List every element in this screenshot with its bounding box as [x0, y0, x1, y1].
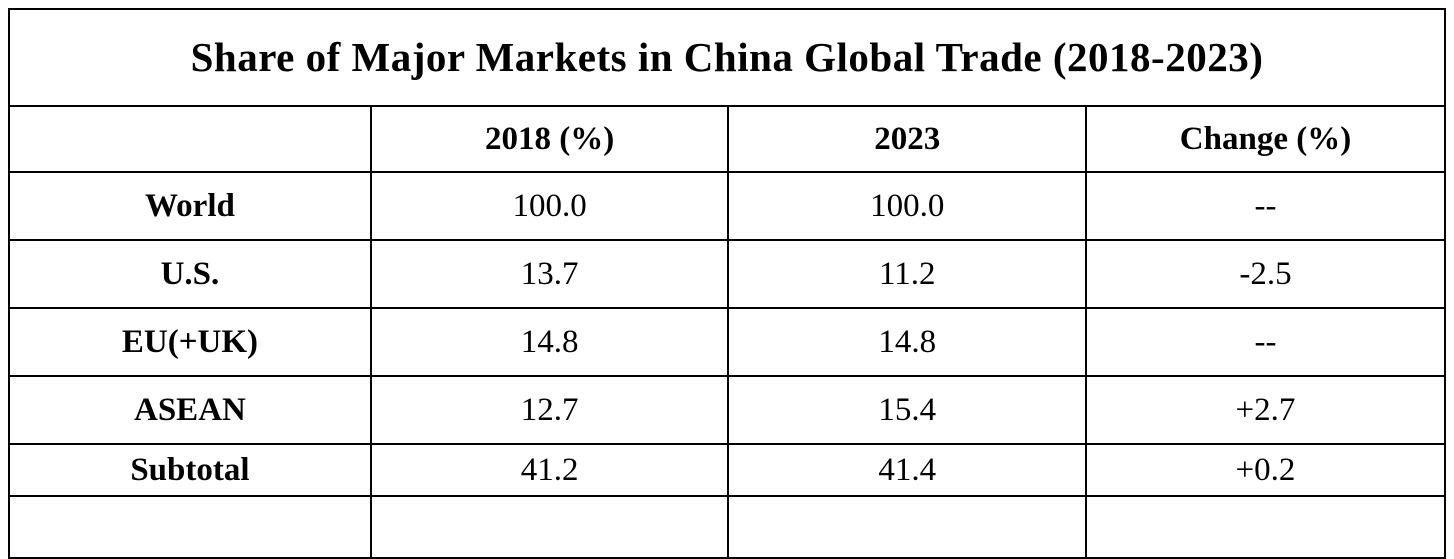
value-cell: -- — [1084, 307, 1447, 377]
header-cell-change: Change (%) — [1084, 105, 1447, 173]
value-cell: 11.2 — [727, 239, 1087, 309]
header-cell-2018: 2018 (%) — [369, 105, 730, 173]
row-label-cell: Subtotal — [8, 443, 372, 497]
value-cell: 12.7 — [369, 375, 730, 445]
value-cell: +0.2 — [1084, 443, 1447, 497]
empty-cell — [369, 495, 730, 559]
value-cell: 100.0 — [727, 171, 1087, 241]
value-cell: -2.5 — [1084, 239, 1447, 309]
header-row: 2018 (%) 2023 Change (%) — [8, 105, 1447, 173]
value-cell: 13.7 — [369, 239, 730, 309]
row-label-cell: ASEAN — [8, 375, 372, 445]
value-cell: -- — [1084, 171, 1447, 241]
trade-share-table-container: Share of Major Markets in China Global T… — [8, 8, 1447, 559]
header-cell-2023: 2023 — [727, 105, 1087, 173]
row-label-cell: EU(+UK) — [8, 307, 372, 377]
title-row: Share of Major Markets in China Global T… — [8, 8, 1446, 107]
empty-cell — [727, 495, 1087, 559]
table-row-asean: ASEAN 12.7 15.4 +2.7 — [8, 375, 1447, 445]
value-cell: +2.7 — [1084, 375, 1447, 445]
value-cell: 100.0 — [369, 171, 730, 241]
table-row-world: World 100.0 100.0 -- — [8, 171, 1447, 241]
table-row-eu-uk: EU(+UK) 14.8 14.8 -- — [8, 307, 1447, 377]
row-label-cell: U.S. — [8, 239, 372, 309]
row-label-cell: World — [8, 171, 372, 241]
table-row-us: U.S. 13.7 11.2 -2.5 — [8, 239, 1447, 309]
table-row-subtotal: Subtotal 41.2 41.4 +0.2 — [8, 443, 1447, 497]
value-cell: 14.8 — [369, 307, 730, 377]
value-cell: 15.4 — [727, 375, 1087, 445]
header-cell-blank — [8, 105, 372, 173]
empty-cell — [1084, 495, 1447, 559]
empty-cell — [8, 495, 372, 559]
value-cell: 14.8 — [727, 307, 1087, 377]
value-cell: 41.4 — [727, 443, 1087, 497]
table-title: Share of Major Markets in China Global T… — [8, 8, 1446, 107]
table-row-clipped — [8, 495, 1447, 559]
value-cell: 41.2 — [369, 443, 730, 497]
trade-share-table: Share of Major Markets in China Global T… — [8, 8, 1447, 559]
